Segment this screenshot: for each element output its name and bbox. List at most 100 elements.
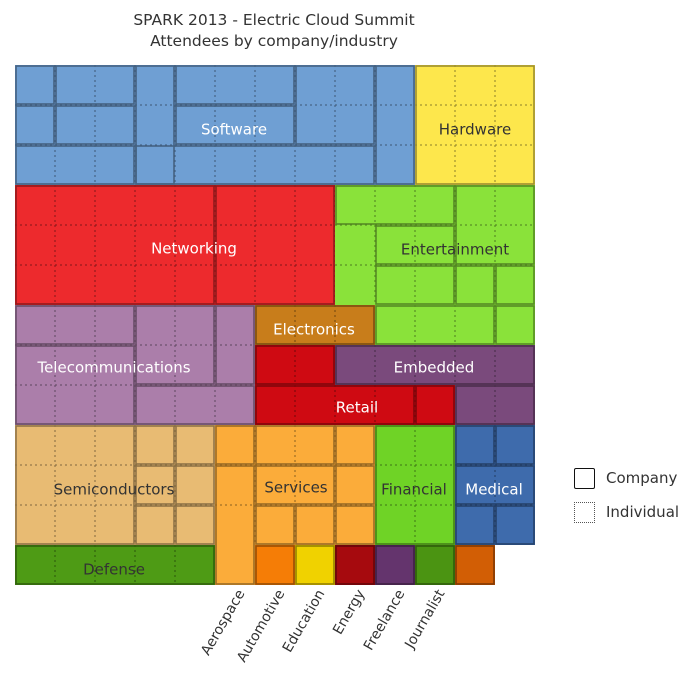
company-block bbox=[135, 425, 175, 465]
company-block bbox=[135, 385, 255, 425]
company-block bbox=[135, 465, 175, 505]
company-block bbox=[175, 465, 215, 505]
company-block bbox=[175, 105, 295, 145]
company-block bbox=[495, 305, 535, 345]
individual-swatch-icon bbox=[574, 502, 595, 523]
tile-education bbox=[335, 545, 375, 585]
category-services: Services bbox=[215, 425, 375, 585]
label-medical: Medical bbox=[465, 481, 522, 499]
label-defense: Defense bbox=[83, 561, 145, 579]
company-block bbox=[135, 505, 175, 545]
company-block bbox=[295, 505, 335, 545]
category-journalist bbox=[455, 545, 495, 585]
category-embedded: Embedded bbox=[335, 345, 535, 425]
company-block bbox=[455, 185, 535, 265]
company-block bbox=[15, 545, 215, 585]
label-services: Services bbox=[264, 479, 327, 497]
category-aerospace bbox=[255, 545, 295, 585]
tile-hardware bbox=[415, 65, 535, 185]
company-block bbox=[175, 65, 295, 105]
treemap-chart: Software Hardware Networking Entertainment E… bbox=[15, 65, 535, 665]
label-software: Software bbox=[201, 121, 267, 139]
tile-entertainment bbox=[335, 185, 535, 305]
company-block bbox=[375, 305, 495, 345]
label-embedded: Embedded bbox=[394, 359, 475, 377]
company-block bbox=[55, 105, 135, 145]
category-education bbox=[335, 545, 375, 585]
label-electronics: Electronics bbox=[273, 321, 355, 339]
company-block bbox=[15, 105, 55, 145]
company-block bbox=[375, 545, 415, 585]
company-block bbox=[495, 425, 535, 465]
category-semiconductors: Semiconductors bbox=[15, 425, 215, 545]
company-block bbox=[455, 425, 495, 465]
tile-journalist bbox=[455, 545, 495, 585]
company-block bbox=[375, 265, 455, 305]
company-block bbox=[215, 185, 335, 305]
category-financial: Financial bbox=[375, 425, 455, 545]
category-medical: Medical bbox=[455, 425, 535, 545]
label-energy: Energy bbox=[330, 587, 368, 637]
company-block bbox=[15, 145, 135, 185]
company-block bbox=[455, 265, 495, 305]
company-block bbox=[215, 305, 255, 385]
company-block bbox=[255, 345, 335, 385]
company-swatch-icon bbox=[574, 468, 595, 489]
company-block bbox=[375, 65, 415, 185]
company-block bbox=[15, 305, 135, 345]
tile-energy bbox=[375, 545, 415, 585]
company-block bbox=[255, 425, 335, 465]
category-software: Software bbox=[15, 65, 415, 185]
tile-services bbox=[215, 545, 255, 585]
company-block bbox=[15, 425, 135, 545]
category-telecommunications: Telecommunications bbox=[15, 305, 255, 425]
company-block bbox=[335, 345, 535, 385]
company-block bbox=[295, 65, 375, 145]
label-financial: Financial bbox=[381, 481, 447, 499]
company-block bbox=[335, 505, 375, 545]
company-block bbox=[455, 385, 535, 425]
company-block bbox=[175, 505, 215, 545]
label-semiconductors: Semiconductors bbox=[54, 481, 175, 499]
company-block bbox=[455, 545, 495, 585]
label-entertainment: Entertainment bbox=[401, 241, 509, 259]
category-networking: Networking bbox=[15, 185, 375, 305]
category-energy bbox=[375, 545, 415, 585]
company-block bbox=[135, 145, 375, 185]
tile-freelance bbox=[415, 545, 455, 585]
company-block bbox=[375, 425, 455, 545]
legend-label-company: Company bbox=[606, 469, 678, 487]
company-block bbox=[255, 545, 295, 585]
category-freelance bbox=[415, 545, 455, 585]
category-entertainment: Entertainment bbox=[335, 185, 535, 345]
chart-title-block: SPARK 2013 - Electric Cloud Summit Atten… bbox=[0, 10, 548, 52]
company-block bbox=[375, 225, 455, 265]
company-block bbox=[175, 425, 215, 465]
company-block bbox=[135, 305, 215, 385]
company-block bbox=[15, 345, 135, 425]
tile-defense bbox=[15, 545, 215, 585]
company-block bbox=[335, 545, 375, 585]
company-block bbox=[215, 465, 255, 585]
company-block bbox=[455, 505, 495, 545]
tile-retail bbox=[255, 385, 455, 425]
company-block bbox=[415, 385, 455, 425]
category-defense: Defense bbox=[15, 545, 215, 585]
company-block bbox=[215, 425, 255, 465]
label-networking: Networking bbox=[151, 240, 237, 258]
company-block bbox=[495, 505, 535, 545]
company-block bbox=[335, 185, 455, 225]
category-hardware: Hardware bbox=[415, 65, 535, 185]
company-block bbox=[255, 505, 295, 545]
chart-subtitle: Attendees by company/industry bbox=[150, 32, 398, 50]
tile-semiconductors bbox=[15, 425, 215, 545]
company-block bbox=[15, 65, 55, 105]
label-journalist: Journalist bbox=[402, 587, 449, 653]
tile-embedded bbox=[335, 345, 535, 385]
tile-networking bbox=[15, 185, 375, 305]
legend-item-company: Company bbox=[574, 467, 694, 493]
company-block bbox=[55, 65, 135, 105]
category-retail: Retail bbox=[255, 345, 455, 425]
tile-aerospace bbox=[255, 545, 295, 585]
company-block bbox=[255, 385, 415, 425]
